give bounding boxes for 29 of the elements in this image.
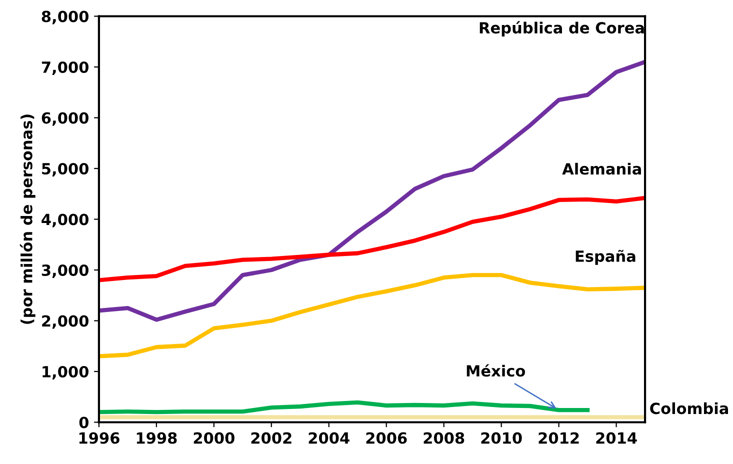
- y-tick-label: 6,000: [42, 112, 89, 126]
- y-axis-title: (por millón de personas): [20, 114, 36, 324]
- line-series: [98, 196, 646, 282]
- series-label: Colombia: [650, 402, 728, 414]
- x-tick-label: 1998: [136, 432, 177, 444]
- x-tick-label: 2012: [538, 432, 579, 444]
- x-tick-label: 1996: [79, 432, 120, 444]
- y-tick-label: 4,000: [42, 214, 89, 228]
- y-tick-label: 8,000: [42, 10, 89, 24]
- series-label: República de Corea: [480, 21, 644, 37]
- series-label: Alemania: [562, 162, 641, 175]
- x-tick-label: 2004: [308, 432, 350, 444]
- y-tick-label: 1,000: [42, 366, 89, 380]
- x-tick-label: 2006: [366, 432, 407, 444]
- y-tick-label: 7,000: [42, 61, 89, 75]
- line-series: [98, 60, 646, 322]
- line-series: [98, 400, 590, 414]
- x-tick-label: 2010: [481, 432, 522, 444]
- x-tick-label: 2002: [251, 432, 292, 444]
- series-label: España: [576, 250, 636, 265]
- y-tick-label: 0: [79, 416, 88, 428]
- x-tick-label: 2014: [596, 432, 637, 444]
- x-tick-label: 2008: [424, 432, 464, 444]
- series-label: México: [466, 364, 526, 377]
- y-tick-label: 5,000: [42, 162, 89, 176]
- line-series: [98, 272, 646, 358]
- x-tick-label: 2000: [194, 432, 234, 444]
- y-tick-label: 3,000: [42, 264, 89, 278]
- y-tick-label: 2,000: [42, 315, 89, 329]
